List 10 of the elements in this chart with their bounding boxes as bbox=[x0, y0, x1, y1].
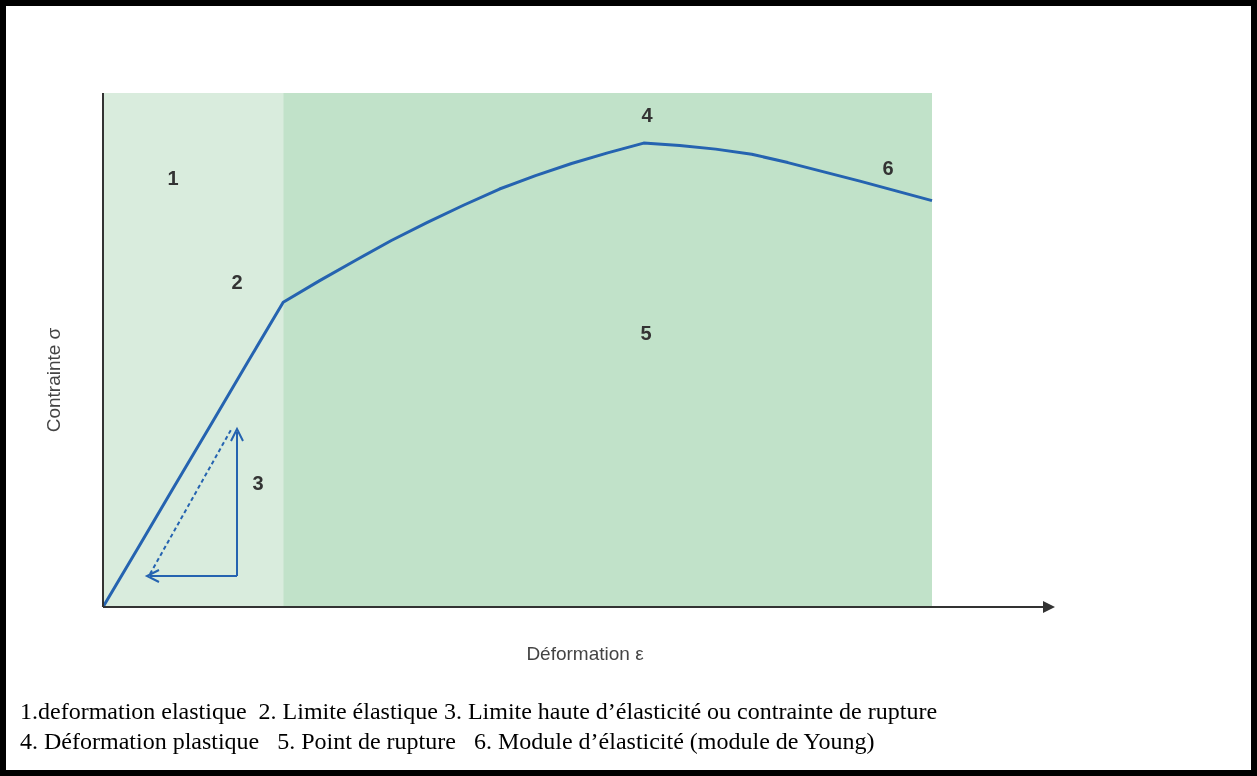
text: 4. Déformation plastique 5. Point de rupture 6. Module d’élasticité (module de Young) bbox=[20, 728, 875, 754]
annotation: 6 bbox=[882, 157, 894, 179]
text: 1.deformation elastique 2. Limite élastique 3. Limite haute d’élasticité ou contrainte de rupture bbox=[20, 698, 938, 724]
text: 4 bbox=[641, 104, 654, 126]
annotation: 3 bbox=[252, 472, 264, 494]
x-axis-title: Déformation ε bbox=[526, 643, 645, 664]
y-axis-title: Contrainte σ bbox=[43, 327, 64, 433]
annotation: 2 bbox=[231, 271, 243, 293]
annotation: 1 bbox=[167, 167, 179, 189]
annotation: 5 bbox=[640, 322, 652, 344]
